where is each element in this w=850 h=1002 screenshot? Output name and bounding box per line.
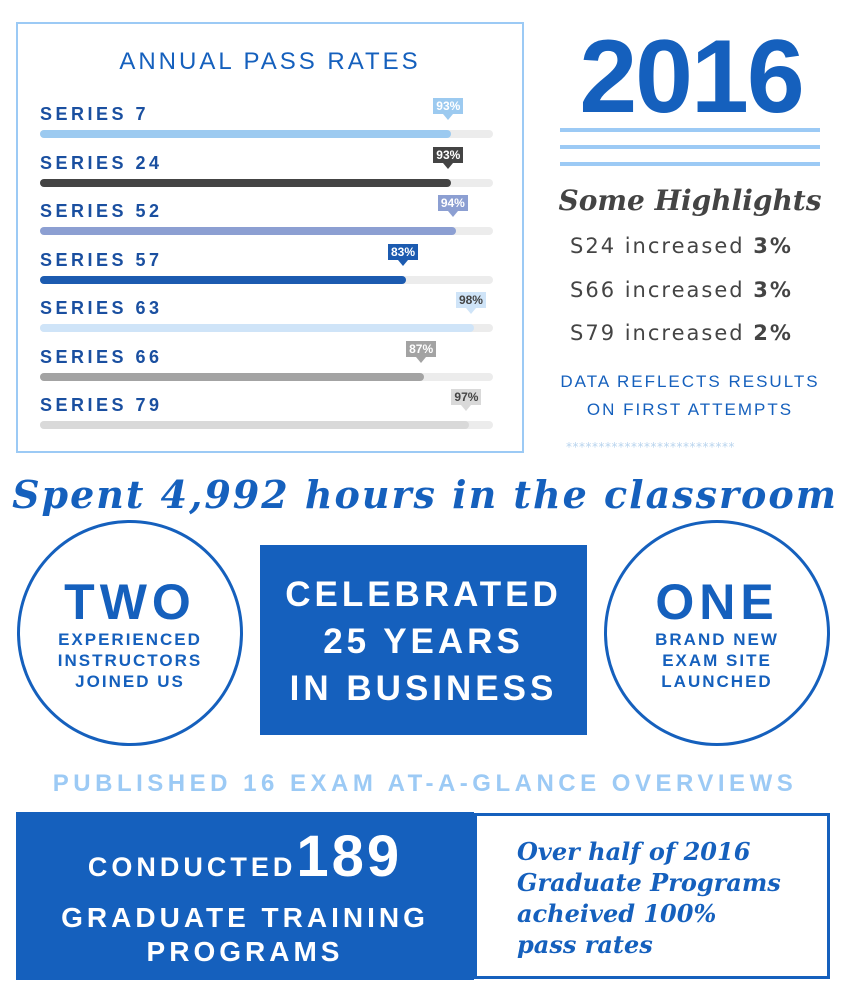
bar-label: SERIES 66 <box>40 346 163 367</box>
bar-label: SERIES 24 <box>40 152 163 173</box>
highlight-item: S79 increased 2% <box>570 321 793 345</box>
bar-value-label: 83% <box>387 243 419 266</box>
conducted-number: 189 <box>296 824 403 889</box>
highlight-item: S24 increased 3% <box>570 234 793 258</box>
box-line: IN BUSINESS <box>289 669 558 708</box>
bar <box>40 275 406 284</box>
data-note-line1: DATA REFLECTS RESULTS <box>560 372 820 391</box>
bar-label: SERIES 52 <box>40 201 163 221</box>
bar <box>40 372 425 381</box>
circle-big-text: TWO <box>64 574 196 630</box>
exam-site-circle: ONE BRAND NEW EXAM SITE LAUNCHED <box>604 520 830 746</box>
training-programs-box: CONDUCTED189 GRADUATE TRAINING PROGRAMS <box>16 812 474 980</box>
bar-label: SERIES 79 <box>40 395 163 415</box>
chart-title: ANNUAL PASS RATES <box>119 48 421 75</box>
note-line: acheived 100% <box>517 899 717 928</box>
circle-big-text: ONE <box>655 574 779 630</box>
box-line: CELEBRATED <box>285 575 562 614</box>
bar-label: SERIES 7 <box>40 104 150 124</box>
bar-label: SERIES 57 <box>40 249 163 270</box>
bar <box>40 130 452 138</box>
highlight-value: 2% <box>753 321 793 345</box>
circle-line: JOINED US <box>75 672 185 691</box>
divider-line <box>560 128 820 132</box>
bar-value-label: 97% <box>451 389 482 411</box>
highlight-value: 3% <box>753 278 793 302</box>
box-line: 25 YEARS <box>323 622 524 661</box>
bar-value-label: 94% <box>437 195 468 217</box>
conducted-line2: GRADUATE TRAINING <box>61 902 429 933</box>
instructors-circle: TWO EXPERIENCED INSTRUCTORS JOINED US <box>17 520 243 746</box>
conducted-line3: PROGRAMS <box>146 936 344 967</box>
bar-label: SERIES 63 <box>40 298 163 318</box>
highlight-item: S66 increased 3% <box>570 278 793 302</box>
divider-line <box>560 162 820 166</box>
bar-value-label: 87% <box>406 340 437 363</box>
data-note-line2: ON FIRST ATTEMPTS <box>586 400 794 419</box>
star-divider: ************************** <box>566 440 735 454</box>
published-overviews-heading: PUBLISHED 16 EXAM AT-A-GLANCE OVERVIEWS <box>52 770 798 797</box>
pass-rates-chart: ANNUAL PASS RATES SERIES 7 93% SERIES 24 93… <box>16 22 524 453</box>
highlights-title: Some Highlights <box>558 184 822 217</box>
bar-value-label: 98% <box>455 292 486 314</box>
highlight-text: S79 increased <box>570 321 754 345</box>
divider-line <box>560 145 820 149</box>
circle-line: INSTRUCTORS <box>57 651 203 670</box>
circle-line: LAUNCHED <box>661 672 773 691</box>
bar <box>40 227 456 235</box>
bar-value-label: 93% <box>433 98 464 120</box>
note-line: pass rates <box>517 930 653 959</box>
highlight-text: S24 increased <box>570 234 754 258</box>
note-line: Graduate Programs <box>517 868 781 897</box>
pass-rate-note-box: Over half of 2016 Graduate Programs ache… <box>474 813 830 979</box>
year-heading: 2016 <box>579 19 804 135</box>
circle-line: BRAND NEW <box>655 630 779 649</box>
circle-line: EXPERIENCED <box>58 630 202 649</box>
anniversary-box: CELEBRATED 25 YEARS IN BUSINESS <box>260 545 587 735</box>
note-line: Over half of 2016 <box>517 837 751 866</box>
bar-value-label: 93% <box>433 146 464 169</box>
conducted-label: CONDUCTED <box>87 852 297 882</box>
highlight-value: 3% <box>753 234 793 258</box>
highlight-text: S66 increased <box>570 278 754 302</box>
bar <box>40 324 474 332</box>
circle-line: EXAM SITE <box>662 651 772 670</box>
classroom-hours-heading: Spent 4,992 hours in the classroom <box>12 472 838 517</box>
bar <box>40 178 452 187</box>
bar <box>40 421 470 429</box>
